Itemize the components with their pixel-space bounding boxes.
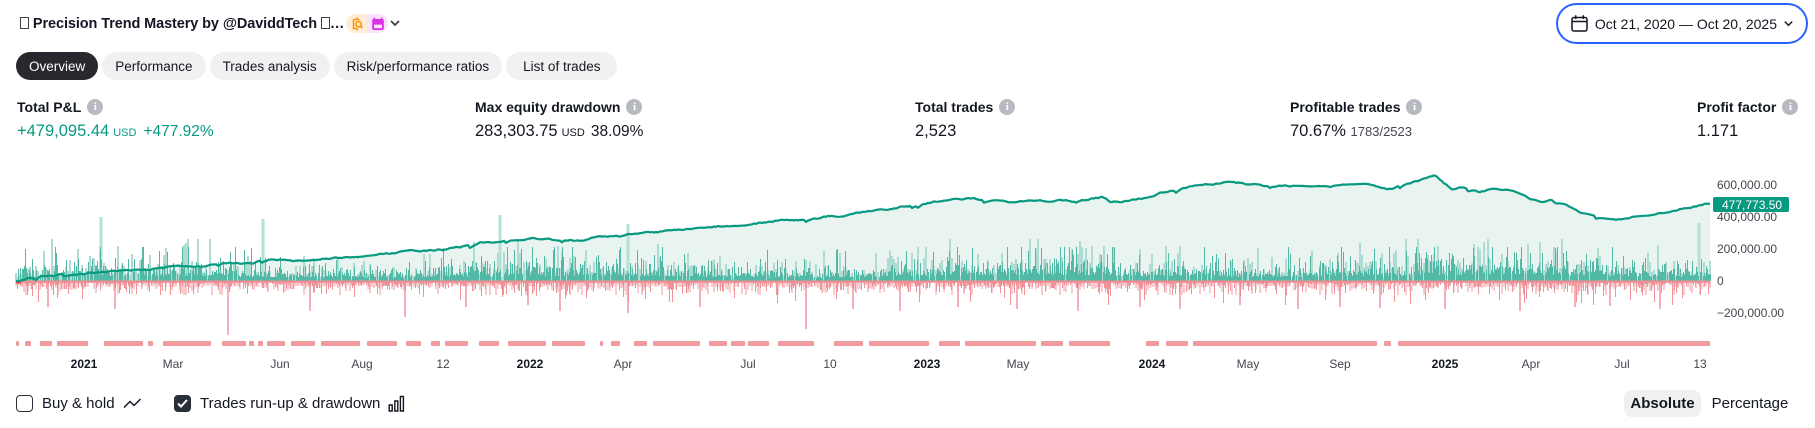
svg-text:Jul: Jul [740,357,755,371]
svg-text:May: May [1237,357,1260,371]
svg-text:Mar: Mar [163,357,184,371]
svg-text:0: 0 [1717,274,1724,288]
svg-text:Apr: Apr [1522,357,1541,371]
svg-text:Apr: Apr [614,357,633,371]
svg-text:Sep: Sep [1329,357,1351,371]
svg-text:2025: 2025 [1432,357,1459,371]
svg-text:12: 12 [436,357,450,371]
svg-text:477,773.50: 477,773.50 [1722,198,1782,212]
svg-text:400,000.00: 400,000.00 [1717,210,1777,224]
svg-text:13: 13 [1693,357,1707,371]
svg-text:2021: 2021 [71,357,98,371]
svg-text:Jun: Jun [270,357,289,371]
svg-text:10: 10 [823,357,837,371]
svg-text:May: May [1007,357,1030,371]
svg-text:600,000.00: 600,000.00 [1717,178,1777,192]
svg-text:200,000.00: 200,000.00 [1717,242,1777,256]
svg-text:2022: 2022 [517,357,544,371]
svg-text:Aug: Aug [351,357,372,371]
svg-text:2024: 2024 [1139,357,1166,371]
svg-text:Jul: Jul [1614,357,1629,371]
svg-text:2023: 2023 [914,357,941,371]
svg-text:−200,000.00: −200,000.00 [1717,306,1784,320]
